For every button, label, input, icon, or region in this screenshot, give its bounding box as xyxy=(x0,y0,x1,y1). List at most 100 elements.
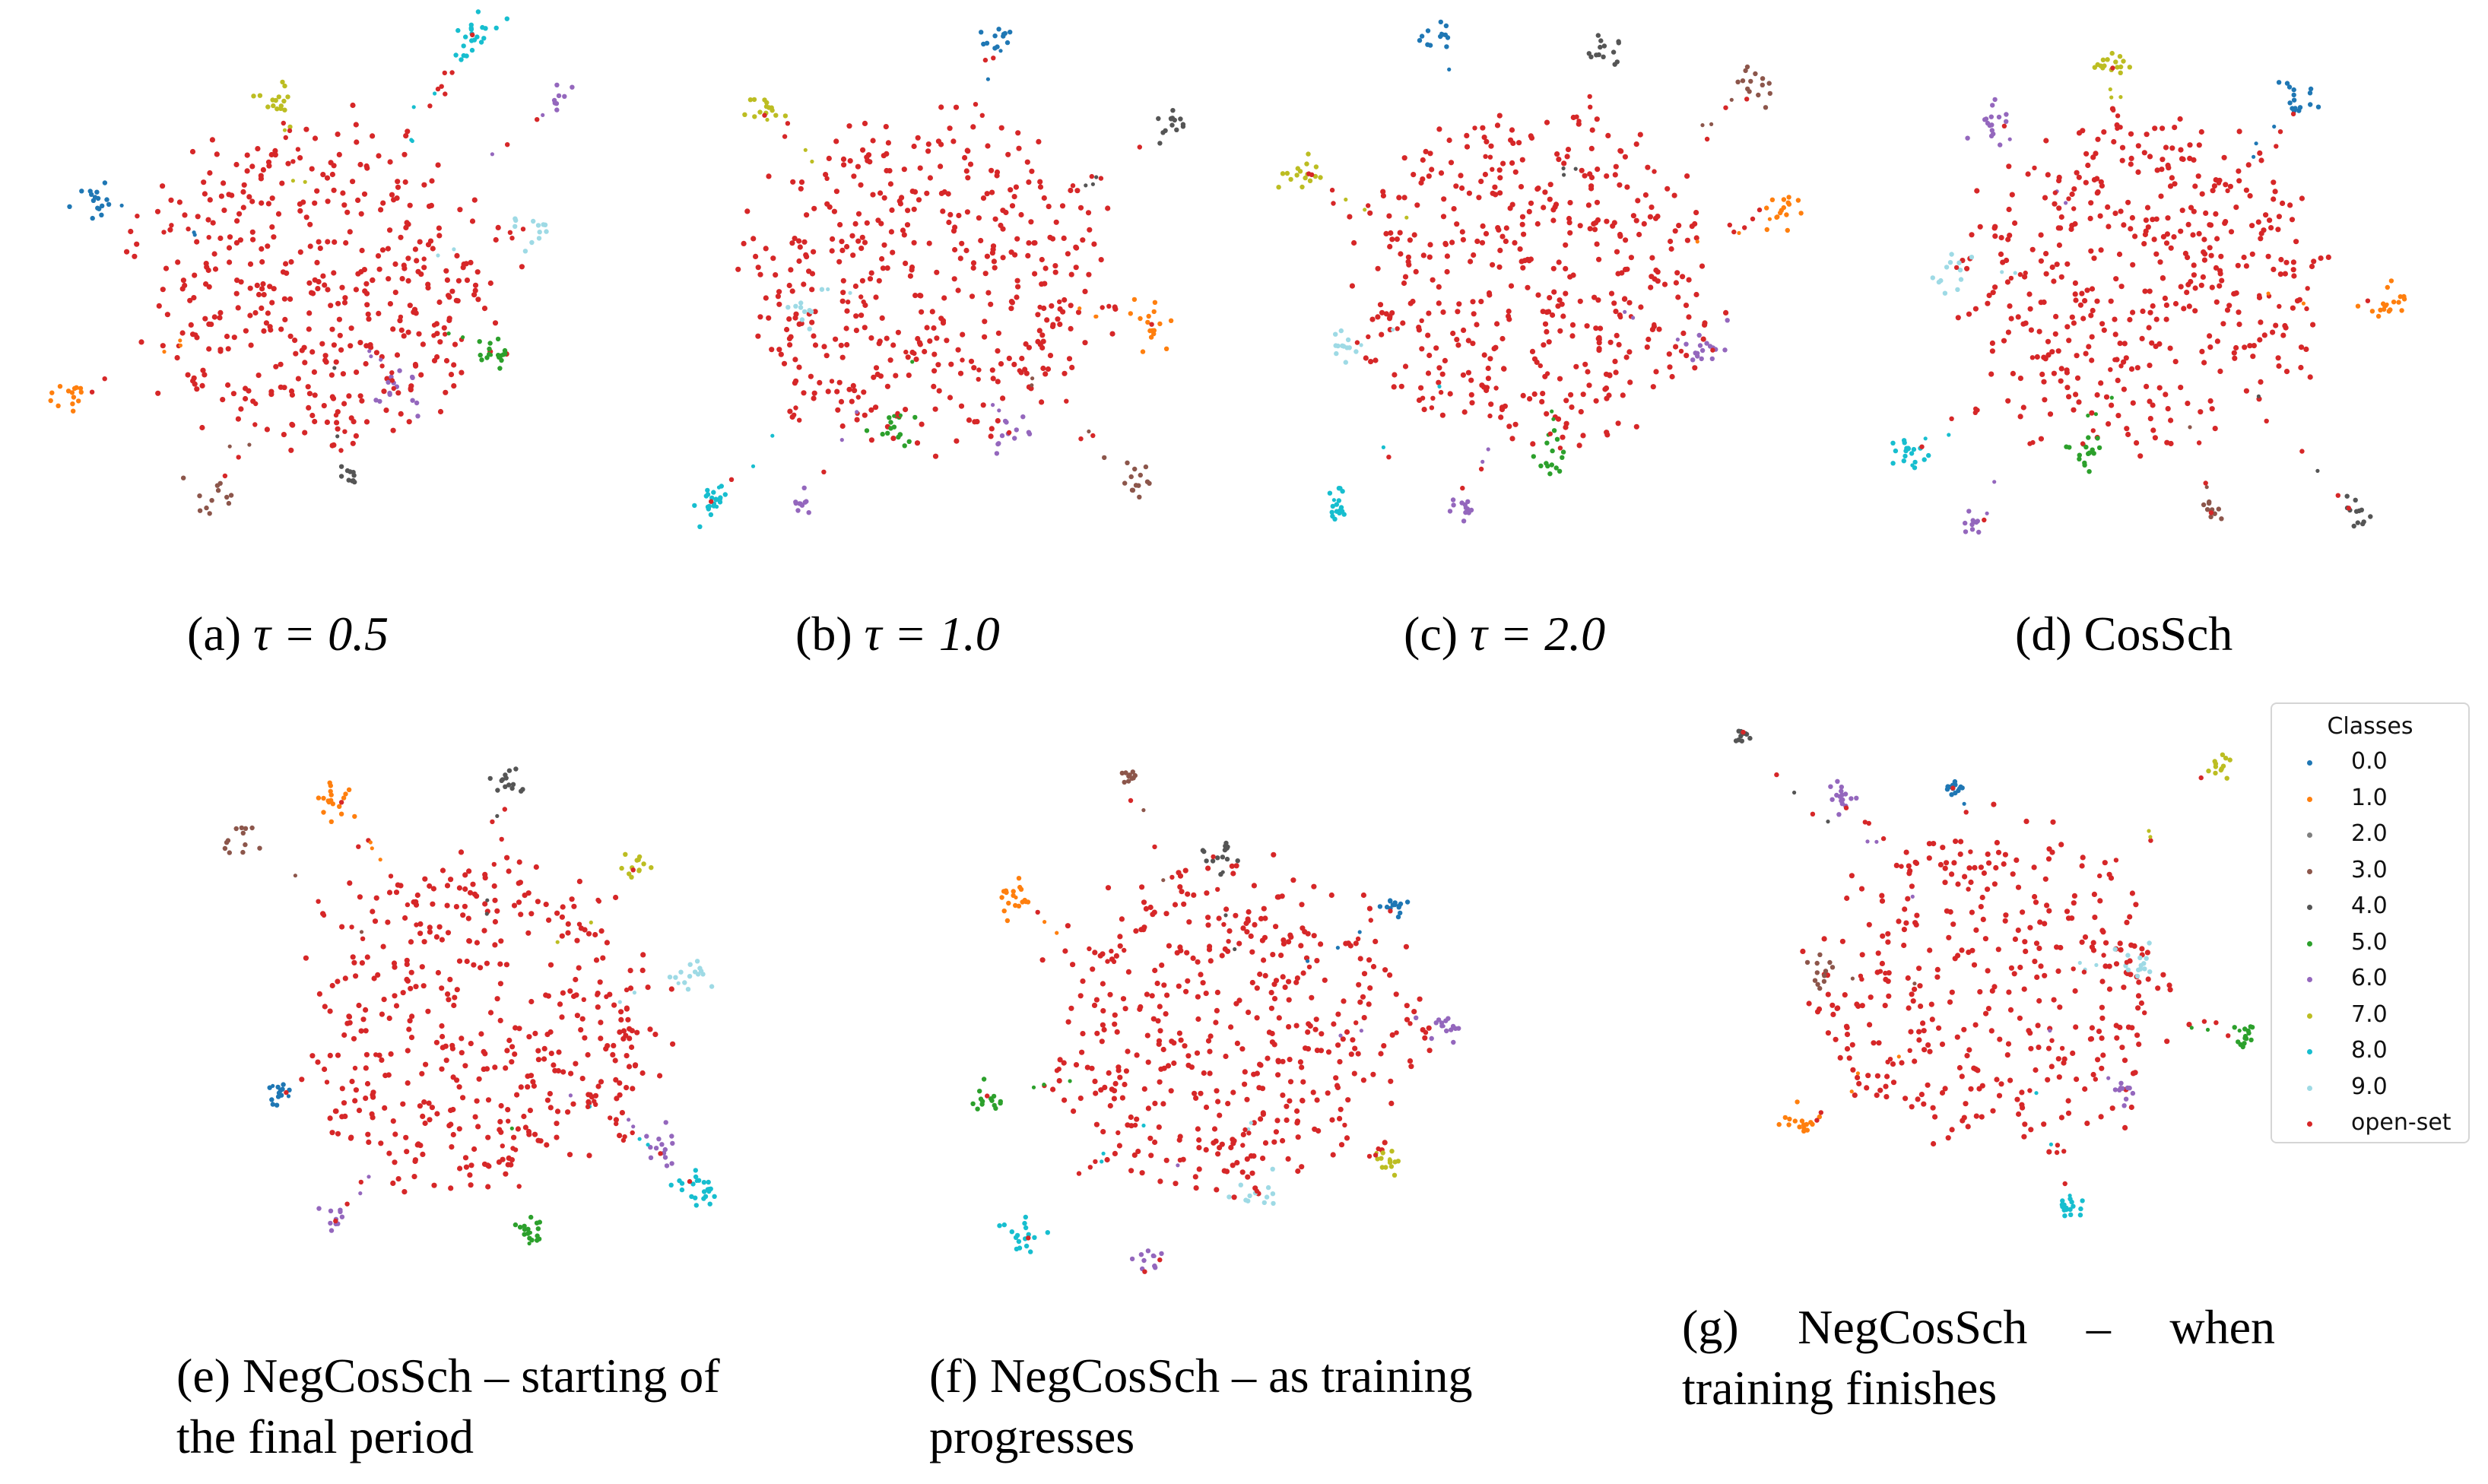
scatter-point xyxy=(331,187,337,193)
scatter-point xyxy=(207,170,213,176)
scatter-point xyxy=(1192,1174,1198,1180)
scatter-point xyxy=(1493,385,1499,391)
scatter-point xyxy=(963,247,969,254)
scatter-point xyxy=(1437,384,1442,388)
scatter-point xyxy=(409,374,415,380)
scatter-point xyxy=(2099,1015,2106,1021)
scatter-point xyxy=(328,1228,335,1233)
scatter-point xyxy=(992,33,998,39)
scatter-point xyxy=(1068,325,1074,331)
scatter-point xyxy=(379,363,385,369)
scatter-point xyxy=(708,512,714,518)
scatter-point xyxy=(1387,972,1393,978)
scatter-point xyxy=(1957,268,1963,273)
scatter-point xyxy=(1899,864,1904,869)
scatter-point xyxy=(870,138,876,144)
scatter-point xyxy=(236,455,241,460)
scatter-point xyxy=(2133,902,2139,908)
scatter-point xyxy=(2298,344,2305,350)
scatter-point xyxy=(925,141,931,147)
scatter-point xyxy=(624,1005,630,1011)
scatter-point xyxy=(2042,876,2048,882)
scatter-point xyxy=(1538,363,1543,369)
scatter-point xyxy=(1683,303,1690,309)
scatter-point xyxy=(2209,406,2215,412)
scatter-point xyxy=(905,354,911,360)
scatter-point xyxy=(272,152,278,158)
scatter-point xyxy=(1980,916,1986,922)
scatter-point xyxy=(446,331,451,336)
scatter-point xyxy=(1261,957,1267,963)
scatter-point xyxy=(715,504,719,509)
scatter-point xyxy=(1259,1086,1266,1092)
scatter-point xyxy=(810,159,814,164)
scatter-point xyxy=(991,403,995,407)
scatter-point xyxy=(1419,33,1425,39)
scatter-point xyxy=(770,433,775,438)
scatter-point xyxy=(2185,401,2191,407)
scatter-point xyxy=(1340,1036,1346,1042)
scatter-point xyxy=(1392,1172,1398,1178)
scatter-point xyxy=(1557,446,1563,451)
scatter-point xyxy=(412,246,418,252)
scatter-point xyxy=(390,1118,396,1124)
scatter-point xyxy=(625,1016,631,1023)
scatter-point xyxy=(449,70,455,75)
scatter-point xyxy=(169,223,174,228)
scatter-point xyxy=(1057,1057,1063,1063)
scatter-point xyxy=(2147,829,2151,833)
scatter-point xyxy=(667,975,673,980)
scatter-point xyxy=(1022,1220,1027,1226)
scatter-point xyxy=(344,468,351,474)
scatter-point xyxy=(1411,1009,1417,1015)
scatter-point xyxy=(2048,1142,2053,1146)
scatter-point xyxy=(124,249,130,255)
scatter-point xyxy=(1494,321,1500,327)
scatter-point xyxy=(1480,125,1486,131)
scatter-point xyxy=(620,1137,627,1143)
scatter-point xyxy=(420,341,426,347)
scatter-point xyxy=(1446,137,1452,144)
scatter-point xyxy=(264,426,270,433)
scatter-point xyxy=(2139,946,2145,952)
scatter-point xyxy=(1585,369,1591,375)
scatter-point xyxy=(1622,154,1628,160)
scatter-point xyxy=(2008,275,2014,281)
scatter-point xyxy=(492,1064,498,1070)
scatter-point xyxy=(793,499,798,505)
scatter-point xyxy=(997,408,1001,413)
scatter-point xyxy=(1017,368,1022,373)
scatter-point xyxy=(363,360,369,367)
scatter-point xyxy=(1037,341,1043,347)
scatter-point xyxy=(385,246,391,252)
scatter-point xyxy=(861,299,866,305)
scatter-point xyxy=(2045,1045,2052,1051)
scatter-point xyxy=(461,43,466,49)
scatter-point xyxy=(128,228,134,235)
scatter-point xyxy=(1985,851,1991,858)
scatter-point xyxy=(1069,364,1075,370)
scatter-point xyxy=(804,212,810,218)
scatter-point xyxy=(1955,287,1960,293)
scatter-point xyxy=(1909,991,1915,997)
scatter-point xyxy=(1977,989,1983,995)
scatter-point xyxy=(847,158,853,164)
legend-marker xyxy=(2307,977,2312,982)
scatter-point xyxy=(2055,1143,2061,1148)
scatter-point xyxy=(1448,160,1455,166)
scatter-point xyxy=(1045,366,1052,373)
scatter-point xyxy=(875,217,881,224)
scatter-point xyxy=(967,161,974,167)
scatter-point xyxy=(1747,735,1753,741)
scatter-point xyxy=(1107,991,1113,997)
scatter-point xyxy=(1874,839,1879,844)
scatter-point xyxy=(1233,912,1239,918)
scatter-point xyxy=(1036,328,1042,334)
scatter-point xyxy=(2004,257,2010,264)
scatter-point xyxy=(2065,1098,2071,1104)
scatter-point xyxy=(917,165,923,171)
scatter-point xyxy=(233,826,239,832)
scatter-point xyxy=(1216,915,1222,921)
scatter-point xyxy=(796,364,802,370)
scatter-point xyxy=(322,282,328,288)
